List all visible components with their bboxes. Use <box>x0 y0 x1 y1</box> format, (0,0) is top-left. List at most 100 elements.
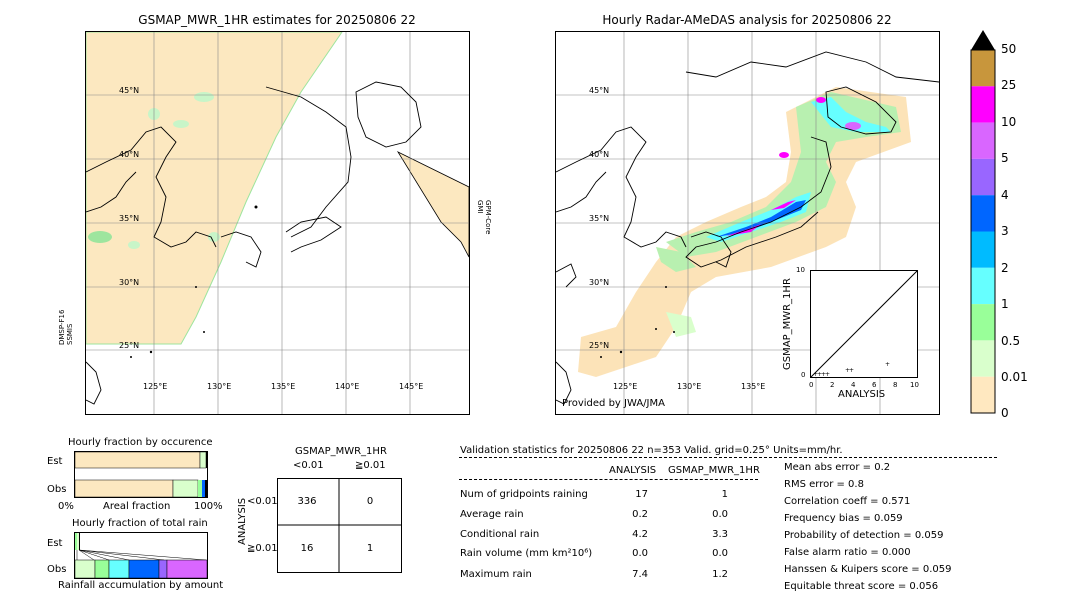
contingency-row-ge: ≧0.01 <box>247 543 278 554</box>
left-lat-label: 35°N <box>119 214 140 223</box>
validation-row-gsmap: 3.3 <box>712 529 728 540</box>
contingency-col-lt: <0.01 <box>293 460 324 471</box>
inset-scatter: + + + + + + + <box>810 270 918 378</box>
left-rain-blob <box>88 231 112 243</box>
occurrence-x-left: 0% <box>58 501 74 512</box>
colorbar-label: 0.5 <box>1001 334 1021 348</box>
svg-text:+: + <box>849 367 854 374</box>
validation-row-analysis: 7.4 <box>632 569 648 580</box>
colorbar-bin <box>971 50 995 87</box>
validation-row-label: Rain volume (mm km²10⁶) <box>460 548 593 559</box>
radar-rain-light <box>666 92 901 257</box>
colorbar-bin <box>971 340 995 377</box>
colorbar-bins <box>971 50 995 413</box>
radar-rain-intense <box>779 152 789 158</box>
occurrence-row-est: Est <box>47 456 63 467</box>
colorbar-bin <box>971 231 995 268</box>
colorbar-extend-arrow <box>971 30 995 50</box>
svg-text:+: + <box>885 361 890 368</box>
left-lat-label: 30°N <box>119 278 140 287</box>
radar-rain-moderate <box>811 97 891 132</box>
colorbar-label: 10 <box>1001 115 1017 129</box>
contingency-cell: 0 <box>366 496 374 507</box>
validation-row-analysis: 4.2 <box>632 529 648 540</box>
occurrence-bars <box>74 451 208 498</box>
score-line: Probability of detection = 0.059 <box>784 530 944 541</box>
radar-rain-intense <box>845 122 861 130</box>
total-rain-row-est: Est <box>47 538 63 549</box>
validation-row-label: Maximum rain <box>460 569 532 580</box>
contingency-cell: 1 <box>366 543 374 554</box>
colorbar-label: 25 <box>1001 78 1017 92</box>
colorbar-bin <box>971 267 995 305</box>
svg-text:+: + <box>813 371 818 377</box>
validation-col-gsmap: GSMAP_MWR_1HR <box>668 465 760 476</box>
score-line: Hanssen & Kuipers score = 0.059 <box>784 564 952 575</box>
validation-header: Validation statistics for 20250806 22 n=… <box>460 445 843 456</box>
left-sensor-label: DMSP-F16 SSMIS <box>58 309 74 345</box>
colorbar-label: 0.01 <box>1001 370 1028 384</box>
svg-text:+: + <box>845 367 850 374</box>
right-coastlines <box>556 51 939 405</box>
inset-xtick: 0 <box>809 381 814 389</box>
validation-col-analysis: ANALYSIS <box>609 465 657 476</box>
score-line: Correlation coeff = 0.571 <box>784 496 911 507</box>
contingency-title: GSMAP_MWR_1HR <box>295 446 387 457</box>
score-line: Mean abs error = 0.2 <box>784 462 891 473</box>
occurrence-x-right: 100% <box>194 501 223 512</box>
validation-row-label: Conditional rain <box>460 529 540 540</box>
right-map-canvas <box>556 32 939 414</box>
left-satellite-swath <box>86 32 343 345</box>
colorbar-bin <box>971 304 995 341</box>
validation-row-gsmap: 1.2 <box>712 569 728 580</box>
colorbar-label: 5 <box>1001 151 1009 165</box>
total-rain-row-obs: Obs <box>47 564 67 575</box>
right-sensor-label: GPM-Core GMI <box>476 200 492 235</box>
right-lat-label: 25°N <box>589 341 610 350</box>
data-credit: Provided by JWA/JMA <box>562 398 665 409</box>
score-line: Frequency bias = 0.059 <box>784 513 903 524</box>
left-map: 45°N 40°N 35°N 30°N 25°N 125°E 130°E 135… <box>85 31 470 415</box>
validation-divider <box>459 457 997 458</box>
inset-xlabel: ANALYSIS <box>838 389 886 400</box>
inset-xtick: 2 <box>830 381 835 389</box>
svg-text:+: + <box>817 371 822 377</box>
inset-xtick: 4 <box>851 381 856 389</box>
validation-table-divider <box>459 479 758 480</box>
inset-xtick: 10 <box>910 381 919 389</box>
left-lon-label: 145°E <box>399 382 424 391</box>
radar-rain-light <box>666 312 696 337</box>
occurrence-title: Hourly fraction by occurence <box>68 437 213 448</box>
validation-row-analysis: 0.0 <box>632 548 648 559</box>
contingency-row-lt: <0.01 <box>247 496 278 507</box>
total-rain-caption: Rainfall accumulation by amount <box>58 580 224 591</box>
contingency-col-ge: ≧0.01 <box>355 460 386 471</box>
right-lon-label: 130°E <box>677 382 702 391</box>
left-lon-label: 125°E <box>143 382 168 391</box>
right-lat-label: 45°N <box>589 86 610 95</box>
left-rain-blob <box>128 241 140 249</box>
inset-xtick: 8 <box>893 381 898 389</box>
total-rain-title: Hourly fraction of total rain <box>72 518 208 529</box>
contingency-cell: 16 <box>300 543 314 554</box>
radar-rain-light <box>656 247 696 272</box>
right-map-title: Hourly Radar-AMeDAS analysis for 2025080… <box>602 13 892 27</box>
left-lon-label: 140°E <box>335 382 360 391</box>
colorbar-bin <box>971 376 995 413</box>
left-map-canvas <box>86 32 469 414</box>
colorbar-label: 4 <box>1001 188 1009 202</box>
total-rain-bars <box>74 532 208 579</box>
colorbar-label: 2 <box>1001 261 1009 275</box>
inset-ytick: 10 <box>796 266 805 274</box>
inset-scatter-plot: +++ ++++ <box>810 270 918 378</box>
radar-rain-heavy <box>716 200 806 237</box>
colorbar-label: 0 <box>1001 406 1009 420</box>
left-rain-blob <box>194 92 214 102</box>
left-rain-blob <box>208 232 220 242</box>
inset-ytick: 0 <box>801 371 806 379</box>
colorbar-label: 1 <box>1001 297 1009 311</box>
contingency-cell: 336 <box>297 496 317 507</box>
left-lon-label: 130°E <box>207 382 232 391</box>
colorbar <box>970 30 996 414</box>
validation-row-gsmap: 1 <box>721 489 728 500</box>
